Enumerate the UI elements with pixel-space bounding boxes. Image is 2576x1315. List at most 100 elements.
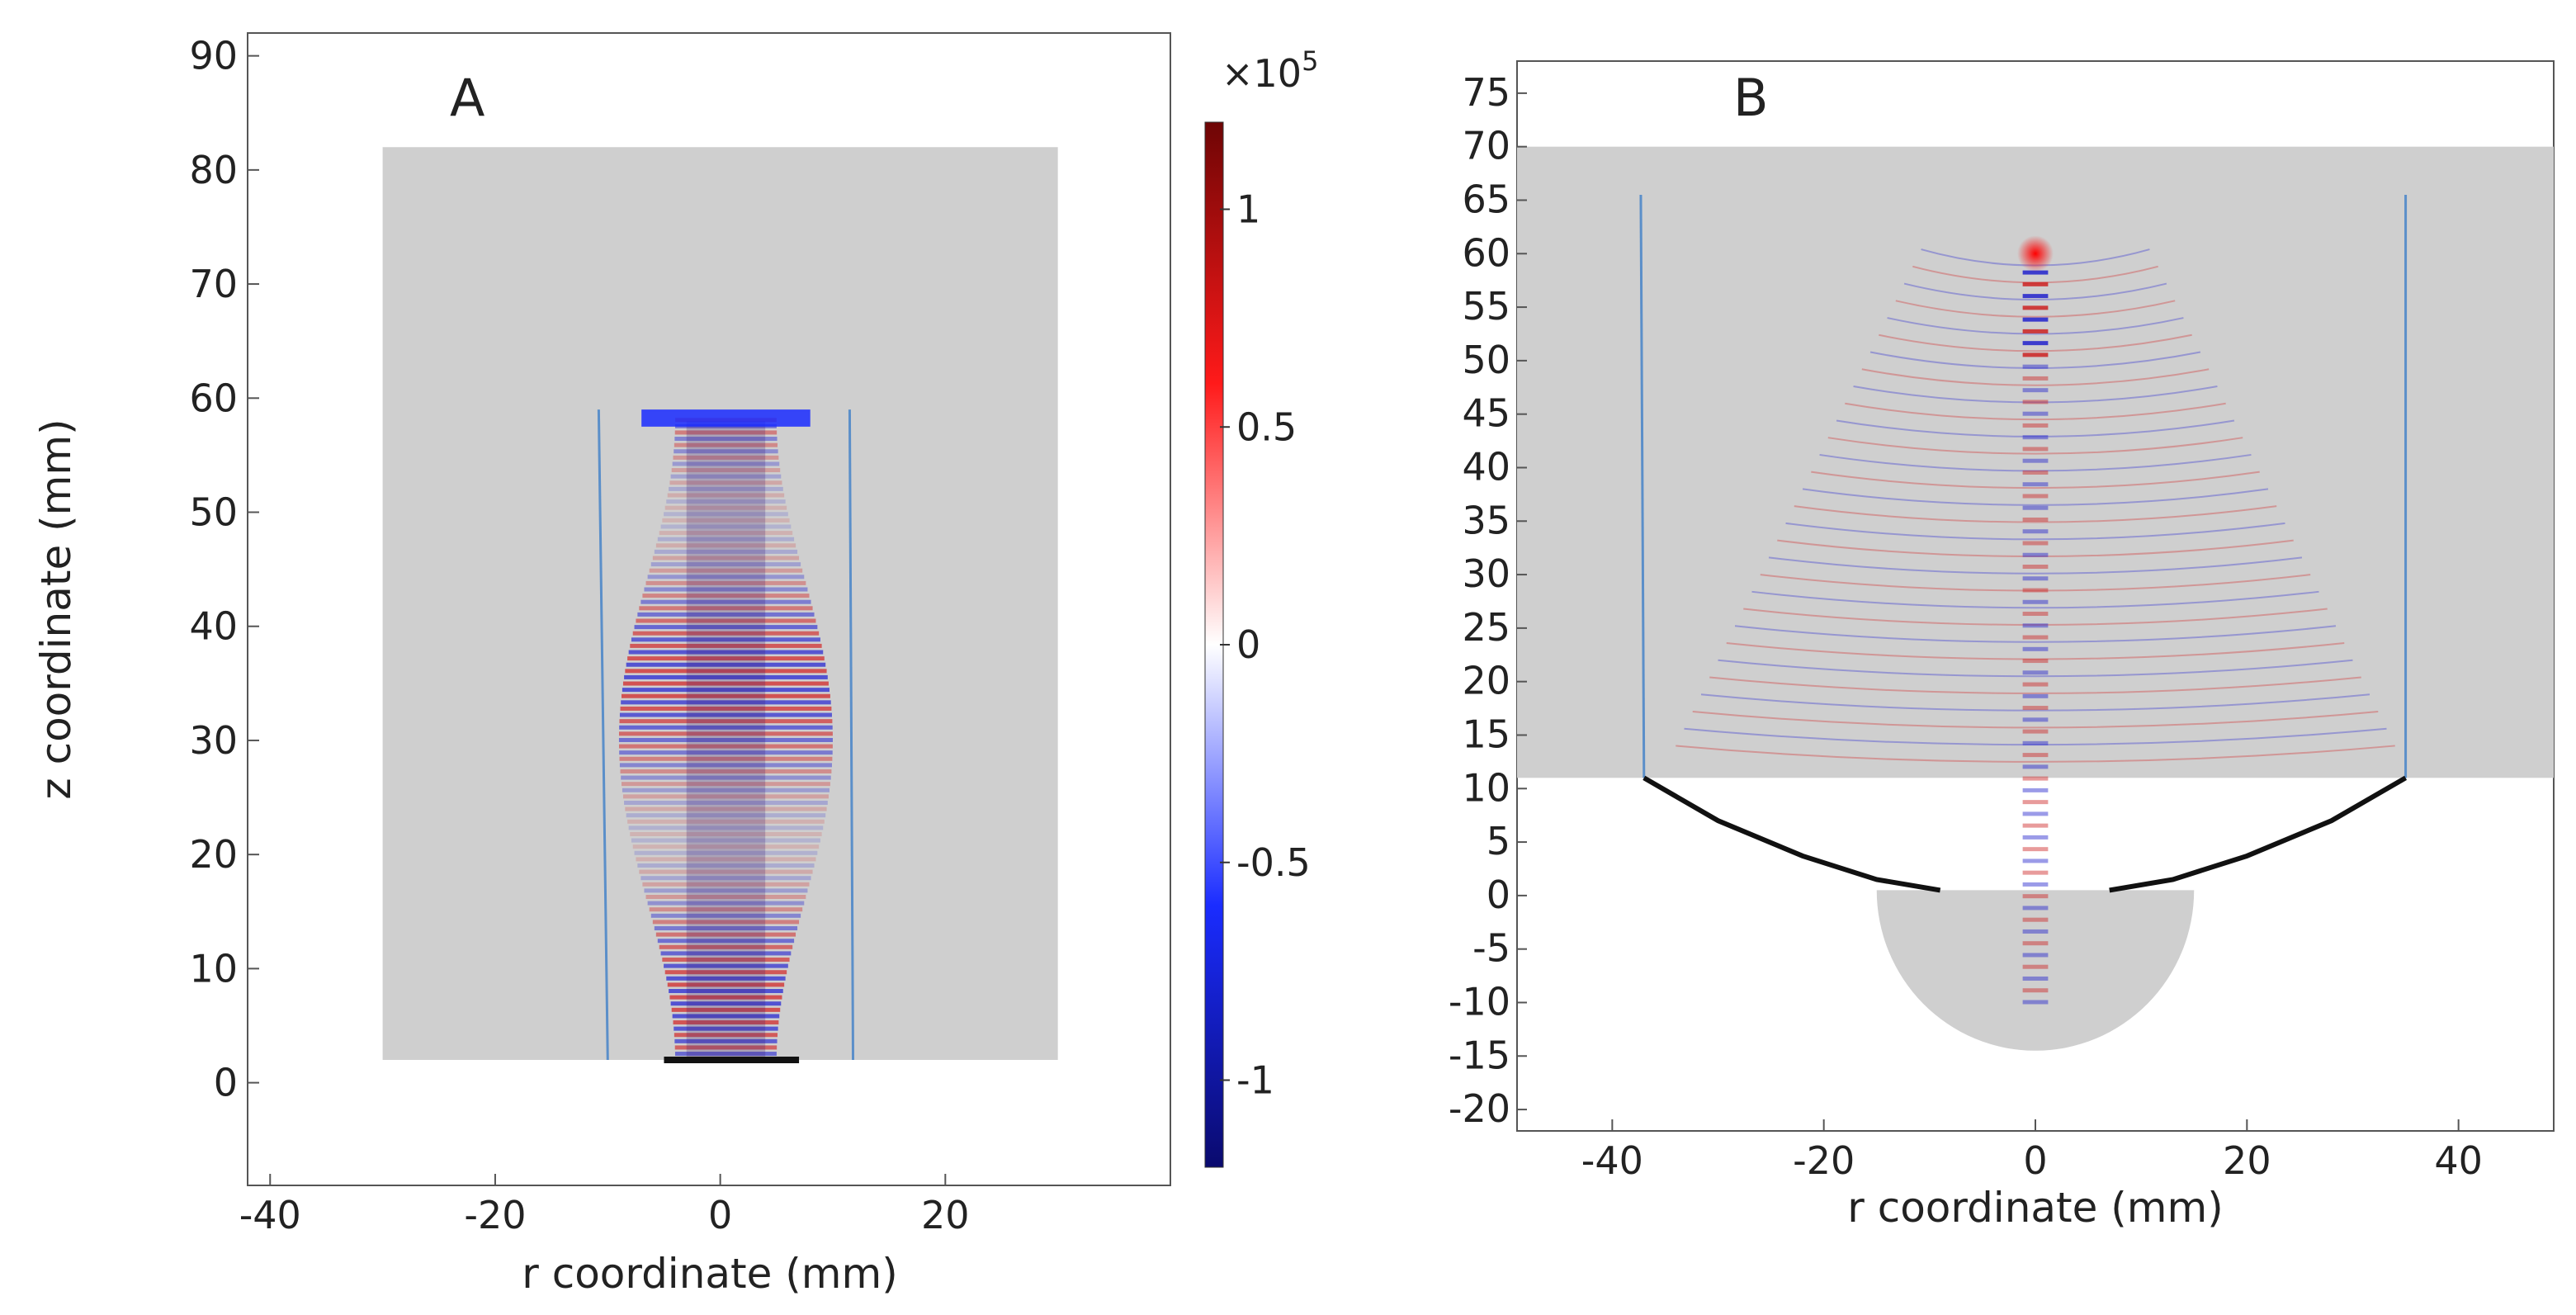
axis-wave [2022, 976, 2049, 981]
wave-band [670, 1001, 782, 1006]
wave-band [672, 1014, 780, 1019]
colorbar-tick-label: -0.5 [1236, 840, 1311, 885]
wave-band [637, 863, 815, 868]
axis-wave [2022, 882, 2049, 887]
y-tick-label: 40 [1462, 444, 1510, 489]
axis-wave [2022, 388, 2049, 393]
wave-band [619, 756, 833, 761]
wave-arc [1718, 659, 2353, 678]
axis-wave [2022, 505, 2049, 510]
wave-band [622, 794, 829, 799]
y-tick-label: 80 [189, 148, 238, 192]
y-tick-label: 60 [189, 376, 238, 420]
axis-wave [2022, 941, 2049, 946]
panel-a-left-wall [597, 409, 609, 1060]
y-tick-label: 75 [1462, 70, 1510, 115]
wave-band [644, 888, 808, 893]
axis-wave [2022, 517, 2049, 522]
wave-band [630, 831, 822, 836]
wave-band [636, 857, 816, 862]
axis-wave [2022, 470, 2049, 475]
wave-band [673, 1020, 779, 1025]
panel-a-y-axis-title: z coordinate (mm) [32, 419, 80, 799]
wave-band [637, 612, 815, 617]
wave-band [667, 982, 785, 987]
wave-band [634, 625, 818, 630]
colorbar-multiplier: ×105 [1222, 45, 1318, 96]
wave-band [620, 706, 832, 711]
axis-wave [2022, 800, 2049, 805]
wave-band [634, 850, 818, 855]
axis-wave [2022, 341, 2049, 346]
wave-band [647, 575, 805, 579]
panel-a-label: A [450, 68, 484, 128]
wave-band [631, 637, 820, 642]
wave-band [639, 869, 813, 874]
wave-band [642, 594, 810, 598]
wave-band [644, 587, 808, 592]
wave-arc [1861, 368, 2210, 386]
axis-wave [2022, 552, 2049, 557]
axis-wave [2022, 458, 2049, 463]
wave-band [619, 725, 833, 730]
wave-band [659, 531, 793, 536]
panel-b-x-axis-title: r coordinate (mm) [1847, 1184, 2223, 1232]
wave-band [664, 505, 787, 510]
wave-band [660, 524, 792, 529]
wave-band [674, 449, 778, 454]
wave-band [659, 944, 793, 949]
wave-band [660, 951, 792, 956]
axis-wave [2022, 870, 2049, 875]
panel-b-lens-left [1642, 775, 1941, 893]
wave-band [628, 650, 824, 655]
panel-b-lens-right [2109, 775, 2408, 893]
wave-band [618, 737, 833, 742]
axis-wave [2022, 659, 2049, 664]
wave-band [640, 599, 811, 604]
wave-band [626, 662, 826, 667]
y-tick-label: 10 [1462, 765, 1510, 810]
wave-band [655, 543, 796, 548]
y-tick-label: 50 [189, 490, 238, 535]
axis-wave [2022, 929, 2049, 934]
panel-a-simulation-domain [382, 147, 1058, 1060]
axis-wave [2022, 411, 2049, 416]
wave-arc [1743, 608, 2328, 626]
wave-band [664, 512, 788, 517]
wave-band [624, 800, 828, 805]
panel-a-x-axis-title: r coordinate (mm) [522, 1250, 897, 1298]
wave-band [631, 838, 820, 843]
wave-band [645, 580, 806, 585]
wave-band [657, 939, 795, 944]
axis-wave [2022, 917, 2049, 922]
wave-band [667, 493, 785, 498]
wave-band [674, 1026, 778, 1031]
wave-band [622, 688, 830, 693]
wave-band [619, 712, 832, 717]
y-tick-label: 45 [1462, 391, 1510, 436]
wave-band [669, 989, 783, 994]
y-tick-label: -20 [1449, 1086, 1510, 1131]
wave-band [669, 995, 782, 1000]
x-tick-label: -20 [1793, 1138, 1855, 1183]
axis-wave [2022, 364, 2049, 369]
wave-band [674, 442, 778, 447]
y-tick-label: -15 [1449, 1033, 1510, 1077]
wave-arc [1853, 385, 2218, 404]
axis-wave [2022, 447, 2049, 452]
focus-band [641, 409, 811, 427]
y-tick-label: 0 [1487, 873, 1510, 917]
colorbar-tick-label: 0.5 [1236, 404, 1297, 449]
wave-arc [1692, 710, 2379, 729]
wave-band [655, 932, 796, 937]
axis-wave [2022, 847, 2049, 852]
axis-wave [2022, 294, 2049, 299]
wave-band [632, 631, 820, 636]
x-tick-label: -40 [1581, 1138, 1643, 1183]
y-tick-label: 60 [1462, 230, 1510, 275]
wave-band [671, 468, 781, 473]
wave-arc [1785, 522, 2285, 541]
wave-band [674, 1045, 778, 1050]
y-tick-label: 5 [1487, 819, 1510, 863]
panel-b-left-wall [1639, 194, 1646, 778]
